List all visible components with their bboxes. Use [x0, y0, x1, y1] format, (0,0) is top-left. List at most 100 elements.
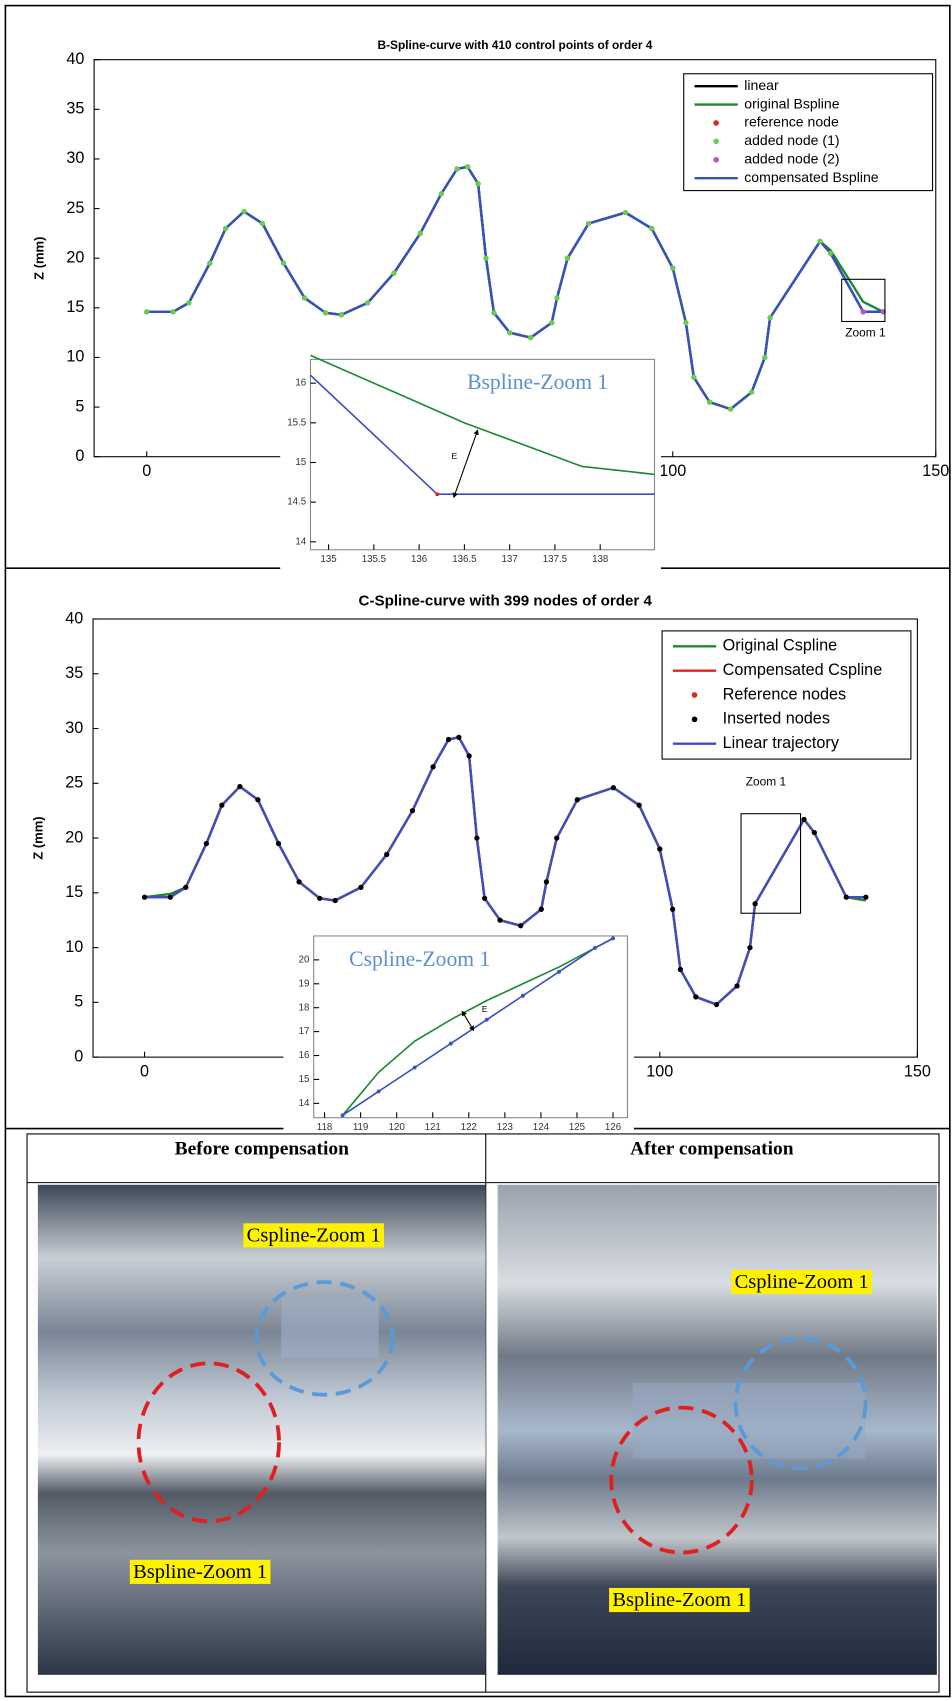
y-tick-label: 0: [75, 447, 84, 465]
legend-marker: [713, 156, 719, 163]
y-tick-label: 16: [295, 378, 306, 389]
series-marker: [465, 164, 471, 170]
x-tick-label: 150: [904, 1063, 931, 1081]
legend-marker: [691, 716, 698, 723]
annotation: Zoom 1: [746, 774, 787, 788]
label-highlight: [243, 1223, 385, 1248]
legend-label: Original Cspline: [723, 637, 837, 655]
x-tick-label: 137: [502, 554, 518, 565]
series-marker: [183, 884, 189, 890]
series-marker: [706, 399, 713, 405]
legend-label: Compensated Cspline: [723, 661, 883, 679]
series-marker: [259, 220, 266, 227]
series-marker: [752, 901, 758, 907]
series-marker: [237, 783, 243, 790]
series-marker: [817, 238, 823, 244]
y-tick-label: 15.5: [287, 417, 306, 428]
label-highlight: [129, 1559, 271, 1584]
series-marker: [491, 310, 497, 316]
chart-title: B-Spline-curve with 410 control points o…: [378, 38, 653, 52]
series-marker: [713, 1001, 720, 1008]
series-marker: [484, 1017, 489, 1022]
charts: 0501001500510152025303540B-Spline-curve …: [30, 38, 949, 1138]
y-tick-label: 25: [66, 199, 84, 217]
series-marker: [438, 191, 444, 197]
legend-label: original Bspline: [744, 95, 839, 111]
series-marker: [466, 753, 472, 759]
inset-title: Bspline-Zoom 1: [467, 370, 608, 394]
series-marker: [811, 829, 817, 836]
y-tick-label: 20: [65, 828, 83, 846]
x-tick-label: 135: [320, 554, 336, 565]
series-marker: [219, 802, 225, 808]
series-line: [146, 165, 884, 411]
inset-title: Cspline-Zoom 1: [349, 947, 490, 971]
y-tick-label: 30: [65, 719, 83, 737]
photo-label: Cspline-Zoom 1: [247, 1224, 381, 1246]
y-tick-label: 0: [74, 1047, 83, 1065]
series-marker: [691, 374, 697, 380]
legend-label: added node (1): [744, 132, 839, 148]
legend-marker: [713, 138, 719, 145]
series-marker: [296, 879, 302, 885]
legend-label: compensated Bspline: [744, 169, 878, 185]
series-marker: [762, 354, 768, 361]
series-marker: [649, 225, 655, 232]
series-marker: [435, 492, 440, 497]
legend-label: Inserted nodes: [723, 710, 830, 728]
series-marker: [384, 851, 390, 858]
y-tick-label: 35: [65, 664, 83, 682]
error-arrow: [461, 1010, 475, 1032]
series-marker: [412, 1065, 417, 1070]
series-line: [144, 735, 866, 1006]
series-marker: [391, 270, 397, 276]
legend-marker: [713, 120, 719, 126]
photo-label: Bspline-Zoom 1: [133, 1561, 267, 1583]
photo-detail: [281, 1298, 379, 1358]
zoom-box: [841, 278, 886, 323]
series-marker: [622, 209, 629, 216]
x-tick-label: 135.5: [362, 554, 386, 565]
x-tick-label: 121: [425, 1122, 441, 1133]
series-marker: [693, 994, 699, 1000]
y-tick-label: 15: [295, 457, 306, 468]
series-marker: [456, 734, 462, 740]
series-marker: [610, 785, 617, 791]
y-tick-label: 40: [66, 50, 84, 68]
series-marker: [417, 230, 423, 236]
series-marker: [585, 220, 592, 227]
series-marker: [255, 797, 261, 803]
series-marker: [611, 936, 615, 941]
series-marker: [728, 406, 734, 412]
series-marker: [564, 255, 571, 261]
series-marker: [317, 895, 323, 901]
x-tick-label: 150: [922, 462, 949, 480]
series-marker: [747, 944, 753, 951]
series-marker: [554, 835, 560, 841]
highlight-circle: [254, 1280, 395, 1397]
error-arrow: [452, 429, 479, 499]
zoom-box: [740, 813, 802, 914]
column-header: After compensation: [630, 1139, 794, 1160]
highlight-circle: [733, 1336, 868, 1471]
highlight-circle: [609, 1405, 754, 1555]
series-marker: [340, 1113, 345, 1118]
x-tick-label: 120: [389, 1122, 406, 1133]
legend-label: linear: [744, 77, 779, 93]
photo-label: Bspline-Zoom 1: [612, 1589, 746, 1611]
legend-box: [683, 73, 934, 192]
series-marker: [677, 966, 683, 973]
y-tick-label: 14.5: [287, 497, 306, 508]
highlight-circle: [136, 1361, 282, 1524]
series-marker: [636, 802, 642, 808]
chart: 0501001500510152025303540B-Spline-curve …: [31, 38, 949, 480]
photo-detail: [632, 1382, 866, 1459]
y-tick-label: 18: [299, 1002, 310, 1013]
series-marker: [554, 295, 560, 301]
series-marker: [507, 330, 513, 336]
series-marker: [409, 808, 416, 814]
legend-label: added node (2): [744, 150, 839, 166]
series-marker: [475, 181, 481, 187]
label-highlight: [731, 1269, 872, 1295]
